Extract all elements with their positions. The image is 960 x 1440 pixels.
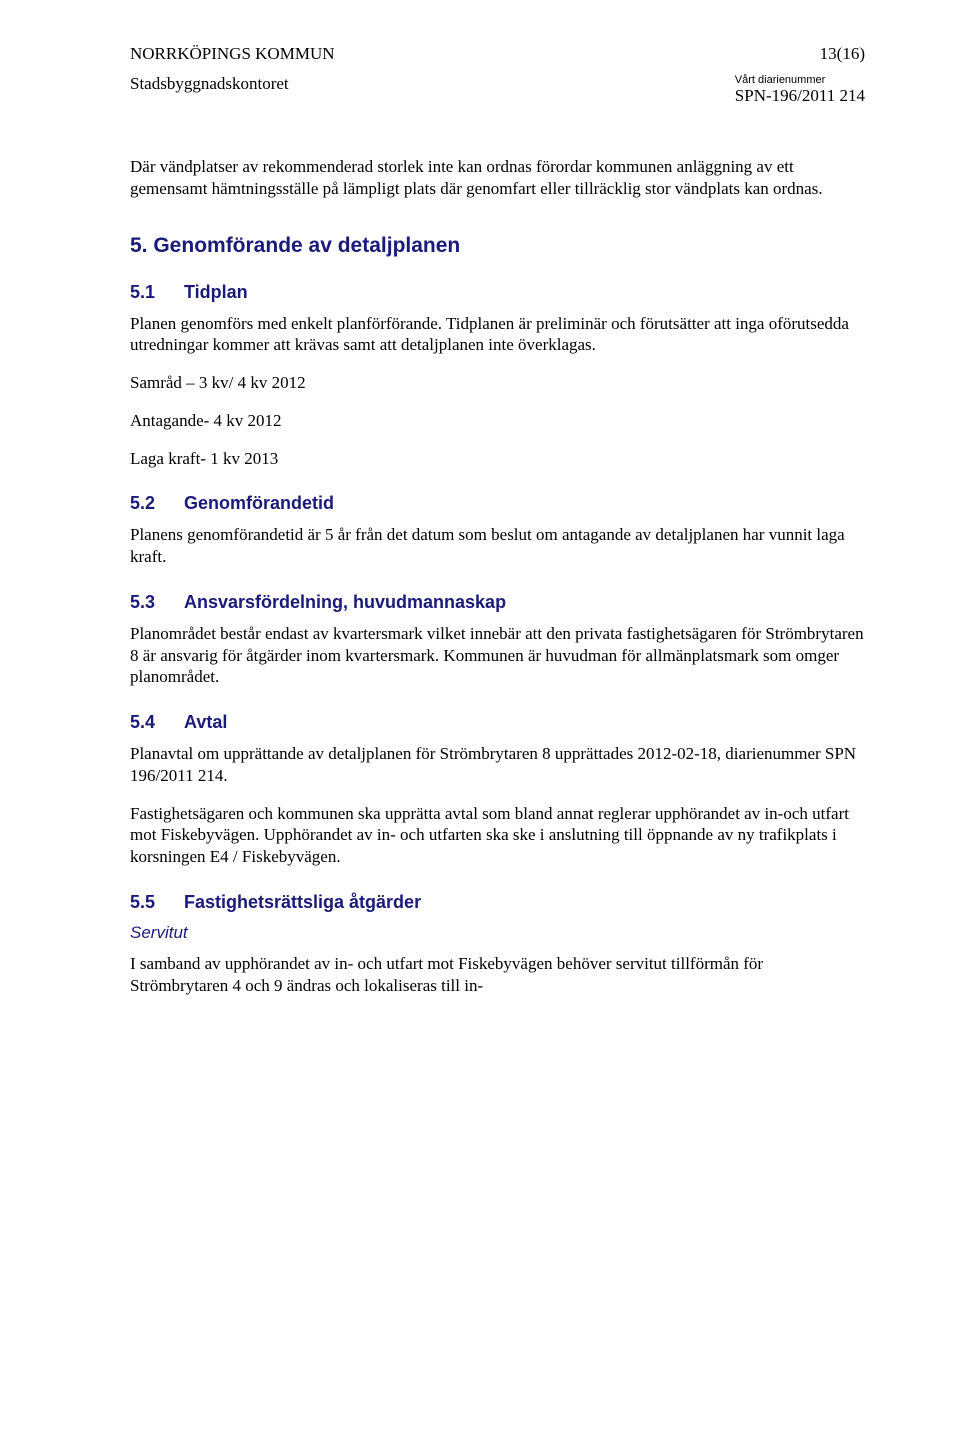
page-header: NORRKÖPINGS KOMMUN 13(16) — [130, 44, 865, 64]
section-number: 5.3 — [130, 592, 184, 613]
diarie-number: SPN-196/2011 214 — [735, 86, 865, 106]
body-paragraph: Planområdet består endast av kvartersmar… — [130, 623, 865, 688]
section-number: 5.2 — [130, 493, 184, 514]
section-title: Fastighetsrättsliga åtgärder — [184, 892, 421, 913]
body-paragraph: Planavtal om upprättande av detaljplanen… — [130, 743, 865, 787]
body-paragraph: Planens genomförandetid är 5 år från det… — [130, 524, 865, 568]
document-page: NORRKÖPINGS KOMMUN 13(16) Stadsbyggnadsk… — [0, 0, 960, 1440]
section-5-1-heading: 5.1 Tidplan — [130, 282, 865, 303]
section-number: 5.1 — [130, 282, 184, 303]
department-name: Stadsbyggnadskontoret — [130, 74, 289, 94]
body-paragraph: Samråd – 3 kv/ 4 kv 2012 — [130, 372, 865, 394]
section-number: 5.4 — [130, 712, 184, 733]
section-5-3-heading: 5.3 Ansvarsfördelning, huvudmannaskap — [130, 592, 865, 613]
intro-paragraph: Där vändplatser av rekommenderad storlek… — [130, 156, 865, 200]
diarie-block: Vårt diarienummer SPN-196/2011 214 — [735, 74, 865, 106]
diarie-label: Vårt diarienummer — [735, 74, 865, 86]
section-title: Genomförandetid — [184, 493, 334, 514]
body-paragraph: Planen genomförs med enkelt planförföran… — [130, 313, 865, 357]
section-5-5-heading: 5.5 Fastighetsrättsliga åtgärder — [130, 892, 865, 913]
section-5-2-heading: 5.2 Genomförandetid — [130, 493, 865, 514]
section-title: Tidplan — [184, 282, 248, 303]
section-title: Ansvarsfördelning, huvudmannaskap — [184, 592, 506, 613]
section-5-heading: 5. Genomförande av detaljplanen — [130, 234, 865, 258]
body-paragraph: Fastighetsägaren och kommunen ska upprät… — [130, 803, 865, 868]
body-paragraph: I samband av upphörandet av in- och utfa… — [130, 953, 865, 997]
page-number: 13(16) — [820, 44, 865, 64]
section-5-5-subheading: Servitut — [130, 923, 865, 943]
body-paragraph: Laga kraft- 1 kv 2013 — [130, 448, 865, 470]
page-subheader: Stadsbyggnadskontoret Vårt diarienummer … — [130, 74, 865, 106]
section-title: Avtal — [184, 712, 227, 733]
org-name: NORRKÖPINGS KOMMUN — [130, 44, 335, 64]
body-paragraph: Antagande- 4 kv 2012 — [130, 410, 865, 432]
section-number: 5.5 — [130, 892, 184, 913]
section-5-4-heading: 5.4 Avtal — [130, 712, 865, 733]
